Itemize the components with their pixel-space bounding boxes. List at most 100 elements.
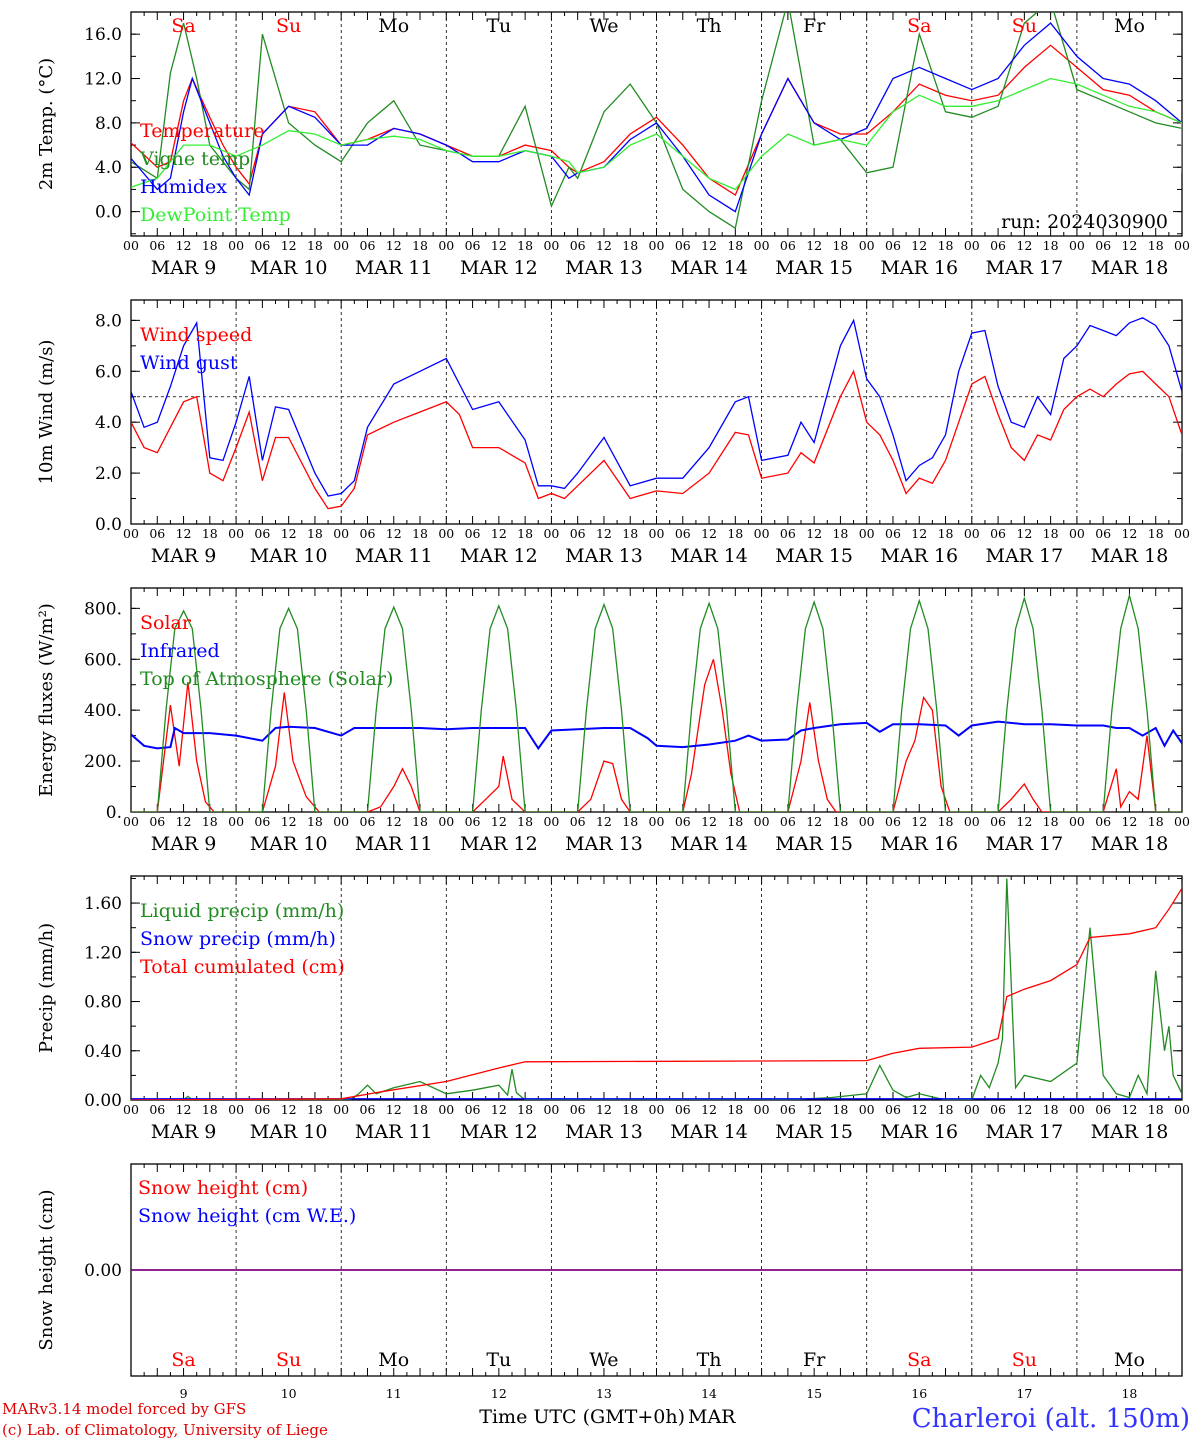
hour-tick-label: 00 [438, 526, 454, 541]
hour-tick-label: 12 [176, 238, 192, 253]
date-label: MAR 18 [1091, 1121, 1169, 1143]
date-label: MAR 9 [151, 833, 217, 855]
legend-entry: Wind speed [140, 324, 252, 346]
hour-tick-label: 00 [754, 814, 770, 829]
legend-entry: Solar [140, 612, 192, 634]
legend-entry: Temperature [140, 120, 264, 142]
legend-entry: Snow precip (mm/h) [140, 928, 336, 950]
date-label: MAR 11 [355, 257, 433, 279]
hour-tick-label: 18 [832, 526, 848, 541]
hour-tick-label: 00 [333, 526, 349, 541]
x-axis-label: Time UTC (GMT+0h) [479, 1406, 685, 1428]
y-tick-label: 4.0 [95, 413, 122, 433]
hour-tick-label: 12 [176, 814, 192, 829]
hour-tick-label: 00 [1069, 238, 1085, 253]
hour-tick-label: 12 [1121, 526, 1137, 541]
panel-4: 0.00 0.40 0.80 1.20 1.60 Precip (mm/h) Liquid … [36, 875, 1190, 1143]
date-label: MAR 17 [985, 257, 1063, 279]
weekday-label-top: Su [276, 15, 301, 37]
weekday-label-bottom: Mo [378, 1349, 409, 1371]
date-label: MAR 11 [355, 1121, 433, 1143]
date-label: MAR 12 [460, 1121, 538, 1143]
legend-entry: Snow height (cm W.E.) [138, 1205, 356, 1227]
y-tick-label: 6.0 [95, 362, 122, 382]
y-tick-label: 400. [84, 701, 122, 721]
date-label: MAR 12 [460, 833, 538, 855]
hour-tick-label: 12 [491, 238, 507, 253]
date-label: MAR 14 [670, 1121, 748, 1143]
hour-tick-label: 18 [938, 814, 954, 829]
hour-tick-label: 12 [1016, 526, 1032, 541]
series-line-total-cumulated-cm- [131, 884, 1182, 1100]
panel-3: 0. 200. 400. 600. 800. Energy fluxes (W/m²) So… [36, 587, 1190, 855]
hour-tick-label: 06 [675, 1102, 691, 1117]
hour-tick-label: 18 [202, 238, 218, 253]
hour-tick-label: 06 [360, 814, 376, 829]
hour-tick-label: 00 [123, 814, 139, 829]
y-tick-label: 0.00 [84, 1261, 122, 1281]
panel-1: 0.0 4.0 8.0 12.0 16.0 2m Temp. (°C) Temperatur… [36, 11, 1190, 279]
hour-tick-label: 12 [1016, 814, 1032, 829]
y-tick-label: 200. [84, 752, 122, 772]
hour-tick-label: 18 [517, 526, 533, 541]
date-label: MAR 16 [880, 257, 958, 279]
date-label: MAR 14 [670, 545, 748, 567]
legend-entry: Humidex [140, 176, 227, 198]
day-number-label: 9 [180, 1386, 188, 1401]
hour-tick-label: 00 [649, 814, 665, 829]
hour-tick-label: 00 [1174, 238, 1190, 253]
hour-tick-label: 06 [465, 814, 481, 829]
legend-entry: Infrared [140, 640, 220, 662]
hour-tick-label: 00 [228, 1102, 244, 1117]
hour-tick-label: 12 [701, 238, 717, 253]
y-tick-label: 16.0 [84, 25, 122, 45]
y-tick-label: 8.0 [95, 114, 122, 134]
hour-tick-label: 18 [1148, 526, 1164, 541]
date-label: MAR 18 [1091, 833, 1169, 855]
hour-tick-label: 06 [885, 1102, 901, 1117]
y-tick-label: 8.0 [95, 311, 122, 331]
hour-tick-label: 18 [1043, 814, 1059, 829]
y-tick-label: 12.0 [84, 70, 122, 90]
hour-tick-label: 06 [465, 1102, 481, 1117]
date-label: MAR 16 [880, 833, 958, 855]
weekday-label-bottom: Su [1012, 1349, 1037, 1371]
legend-entry: DewPoint Temp [140, 204, 291, 226]
hour-tick-label: 00 [1069, 1102, 1085, 1117]
hour-tick-label: 06 [675, 814, 691, 829]
hour-tick-label: 06 [465, 238, 481, 253]
hour-tick-label: 18 [1043, 526, 1059, 541]
hour-tick-label: 18 [622, 526, 638, 541]
hour-tick-label: 18 [202, 1102, 218, 1117]
hour-tick-label: 12 [806, 1102, 822, 1117]
hour-tick-label: 00 [123, 526, 139, 541]
legend-entry: Total cumulated (cm) [140, 956, 345, 978]
hour-tick-label: 06 [149, 814, 165, 829]
series-line-infrared [131, 720, 1182, 751]
weekday-label-top: Tu [486, 15, 511, 37]
hour-tick-label: 06 [1095, 238, 1111, 253]
hour-tick-label: 12 [281, 238, 297, 253]
hour-tick-label: 00 [649, 238, 665, 253]
hour-tick-label: 06 [149, 526, 165, 541]
day-number-label: 13 [596, 1386, 612, 1401]
hour-tick-label: 00 [859, 1102, 875, 1117]
hour-tick-label: 18 [202, 814, 218, 829]
hour-tick-label: 00 [123, 1102, 139, 1117]
hour-tick-label: 06 [254, 814, 270, 829]
hour-tick-label: 12 [491, 526, 507, 541]
weekday-label-bottom: Th [697, 1349, 722, 1371]
hour-tick-label: 06 [1095, 526, 1111, 541]
hour-tick-label: 12 [806, 238, 822, 253]
y-tick-label: 1.60 [84, 894, 122, 914]
date-label: MAR 18 [1091, 257, 1169, 279]
day-number-label: 15 [806, 1386, 822, 1401]
hour-tick-label: 00 [754, 238, 770, 253]
hour-tick-label: 06 [885, 238, 901, 253]
weekday-label-bottom: Mo [1114, 1349, 1145, 1371]
hour-tick-label: 18 [622, 238, 638, 253]
model-credit: MARv3.14 model forced by GFS [2, 1400, 246, 1418]
hour-tick-label: 18 [832, 1102, 848, 1117]
hour-tick-label: 18 [202, 526, 218, 541]
hour-tick-label: 00 [1174, 526, 1190, 541]
